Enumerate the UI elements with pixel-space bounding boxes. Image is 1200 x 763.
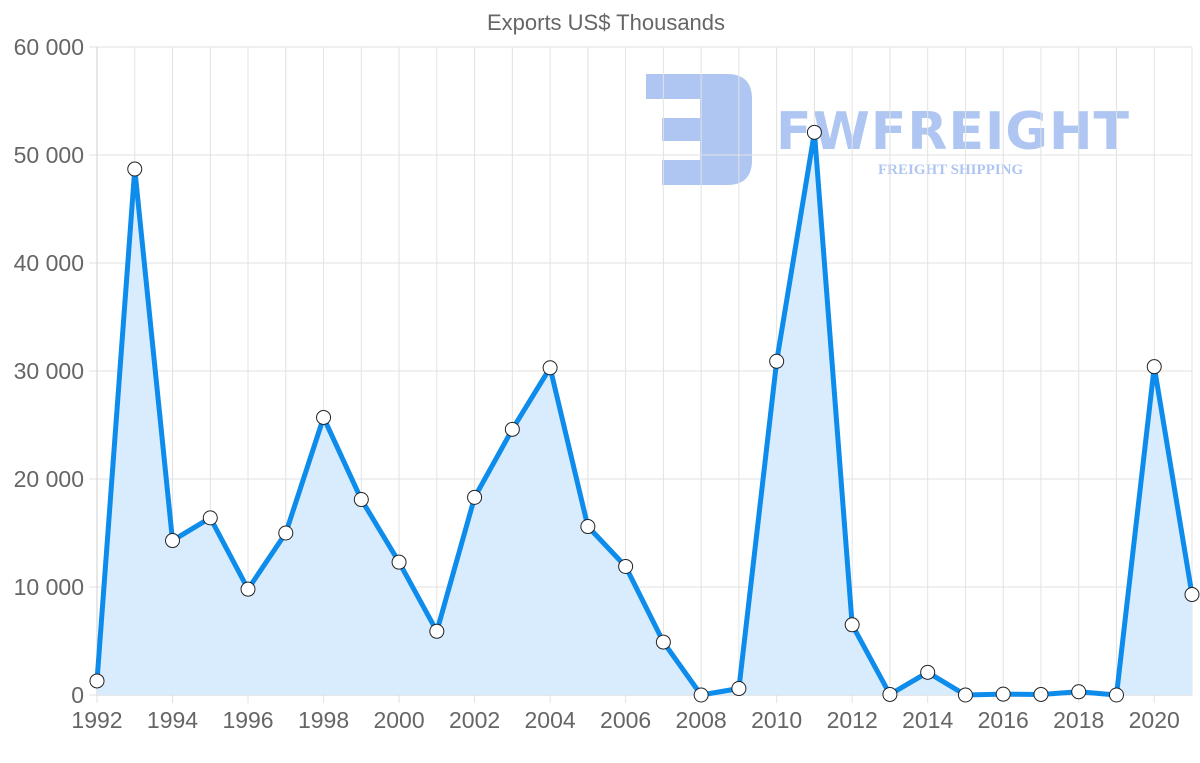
x-tick-label: 2010 (751, 707, 802, 733)
x-tick-label: 1998 (298, 707, 349, 733)
data-point-2021[interactable] (1184, 587, 1200, 603)
x-tick-label: 2000 (373, 707, 424, 733)
x-tick-label: 2008 (676, 707, 727, 733)
fwfreight-logo-icon (646, 74, 752, 185)
data-point-2004[interactable] (542, 360, 558, 376)
y-tick-label: 60 000 (14, 34, 84, 60)
y-axis-ticks: 0 10 000 20 000 30 000 40 000 50 000 60 000 (14, 34, 84, 708)
data-point-2018[interactable] (1071, 684, 1087, 700)
x-tick-label: 2016 (978, 707, 1029, 733)
x-tick-label: 1992 (71, 707, 122, 733)
watermark-tagline: FREIGHT SHIPPING (878, 162, 1023, 178)
data-point-2010[interactable] (769, 353, 785, 369)
y-tick-label: 0 (71, 682, 84, 708)
data-point-1993[interactable] (127, 161, 143, 177)
data-point-1994[interactable] (165, 533, 181, 549)
data-point-1997[interactable] (278, 525, 294, 541)
data-point-2007[interactable] (655, 634, 671, 650)
data-point-2008[interactable] (693, 687, 709, 703)
x-tick-label: 1996 (222, 707, 273, 733)
data-point-1992[interactable] (89, 673, 105, 689)
x-tick-label: 2006 (600, 707, 651, 733)
data-point-2020[interactable] (1146, 359, 1162, 375)
y-tick-label: 10 000 (14, 574, 84, 600)
watermark-brand: FWFREIGHT (776, 102, 1130, 162)
data-point-2009[interactable] (731, 681, 747, 697)
data-point-2012[interactable] (844, 617, 860, 633)
data-point-2000[interactable] (391, 554, 407, 570)
y-tick-label: 30 000 (14, 358, 84, 384)
data-point-2014[interactable] (920, 664, 936, 680)
data-point-2015[interactable] (957, 687, 973, 703)
x-tick-label: 2004 (525, 707, 576, 733)
data-point-2001[interactable] (429, 623, 445, 639)
x-tick-label: 2002 (449, 707, 500, 733)
data-point-2003[interactable] (504, 421, 520, 437)
x-tick-label: 2012 (827, 707, 878, 733)
data-points (89, 124, 1200, 703)
x-axis-ticks: 1992 1994 1996 1998 2000 2002 2004 2006 2008 2010… (71, 707, 1179, 733)
data-point-1998[interactable] (316, 409, 332, 425)
x-tick-label: 1994 (147, 707, 198, 733)
data-point-2013[interactable] (882, 686, 898, 702)
data-point-1999[interactable] (353, 492, 369, 508)
y-tick-label: 20 000 (14, 466, 84, 492)
chart-title: Exports US$ Thousands (487, 10, 725, 35)
x-tick-label: 2020 (1129, 707, 1180, 733)
data-point-1996[interactable] (240, 581, 256, 597)
data-point-2019[interactable] (1108, 687, 1124, 703)
data-point-2017[interactable] (1033, 686, 1049, 702)
y-tick-label: 40 000 (14, 250, 84, 276)
watermark-logo: FWFREIGHT FREIGHT SHIPPING (646, 74, 1130, 185)
data-point-2005[interactable] (580, 519, 596, 535)
data-point-2006[interactable] (618, 558, 634, 574)
y-tick-label: 50 000 (14, 142, 84, 168)
area-fill (97, 132, 1192, 695)
data-point-1995[interactable] (202, 510, 218, 526)
x-tick-label: 2018 (1053, 707, 1104, 733)
data-point-2002[interactable] (467, 489, 483, 505)
data-point-2016[interactable] (995, 686, 1011, 702)
data-point-2011[interactable] (806, 124, 822, 140)
x-tick-label: 2014 (902, 707, 953, 733)
